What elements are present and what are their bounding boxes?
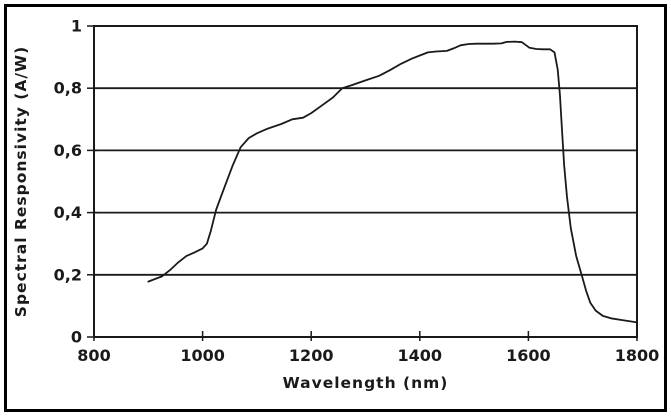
- y-tick-label: 0,6: [54, 141, 82, 160]
- y-axis-tick-labels: 0 0,2 0,4 0,6 0,8 1: [54, 17, 82, 347]
- y-tick-label: 0,8: [54, 79, 82, 98]
- x-tick-label: 1400: [398, 346, 443, 365]
- x-tick-label: 1000: [180, 346, 225, 365]
- x-tick-label: 1800: [615, 346, 660, 365]
- plot-area-border: [93, 25, 638, 338]
- x-axis-tick-labels: 800 1000 1200 1400 1600 1800: [77, 346, 659, 365]
- y-tick-label: 0: [71, 328, 82, 347]
- y-tick-label: 0,2: [54, 265, 82, 284]
- gridlines: [94, 87, 637, 276]
- y-tick-label: 1: [71, 17, 82, 36]
- y-axis-title: Spectral Responsivity (A/W): [12, 46, 30, 317]
- x-tick-label: 1600: [506, 346, 551, 365]
- axis-ticks: [87, 25, 638, 341]
- y-tick-label: 0,4: [54, 203, 82, 222]
- figure-outer-border: [4, 4, 667, 412]
- x-tick-label: 1200: [289, 346, 334, 365]
- responsivity-curve: [147, 40, 638, 324]
- x-axis-title: Wavelength (nm): [283, 374, 449, 392]
- x-tick-label: 800: [77, 346, 110, 365]
